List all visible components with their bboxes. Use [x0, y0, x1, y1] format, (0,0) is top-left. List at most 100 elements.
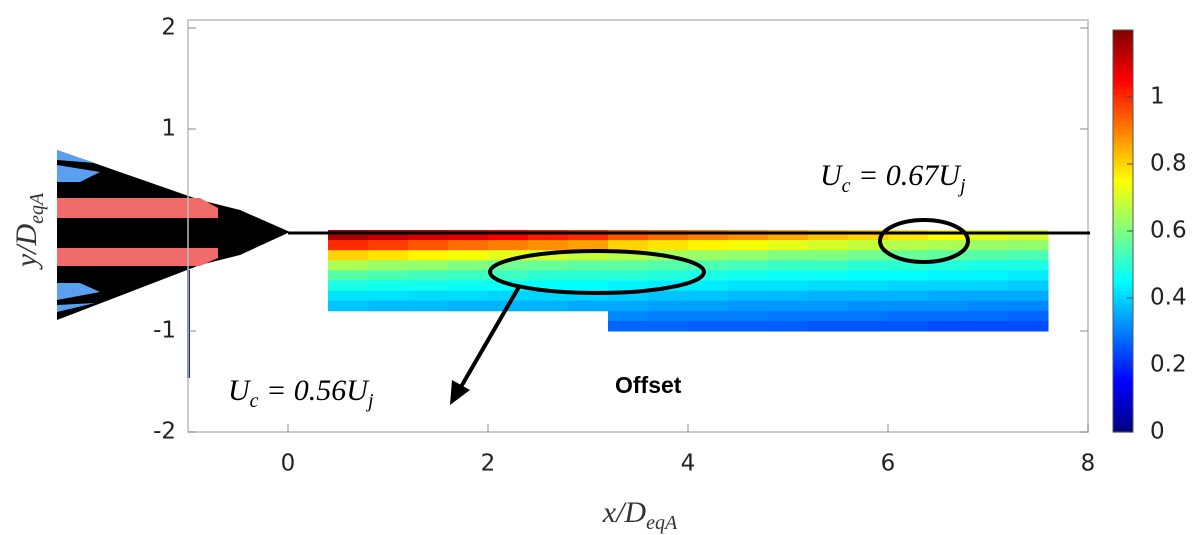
cell [1008, 310, 1049, 322]
colorbar-slice [1113, 315, 1133, 321]
colorbar-slice [1113, 90, 1133, 95]
cell [608, 270, 649, 281]
heatmap [328, 230, 1049, 332]
colorbar-slice [1113, 74, 1133, 79]
y-axis-label: y/DeqA [10, 192, 48, 270]
cell [408, 280, 449, 292]
cell [968, 300, 1009, 312]
cell [728, 320, 769, 332]
cell [408, 250, 449, 261]
colorbar-slice [1113, 239, 1133, 244]
colorbar-slice [1113, 214, 1133, 220]
cell [568, 260, 609, 271]
colorbar-slice [1113, 146, 1133, 152]
colorbar-slice [1113, 263, 1133, 268]
cell [648, 320, 689, 332]
cell [968, 320, 1009, 332]
colorbar-slice [1113, 343, 1133, 349]
colorbar-slice [1113, 202, 1133, 208]
cell [608, 240, 649, 251]
colorbar-slice [1113, 190, 1133, 196]
colorbar-slice [1113, 218, 1133, 224]
colorbar-slice [1113, 70, 1133, 75]
colorbar-slice [1113, 130, 1133, 136]
cell [328, 290, 369, 302]
colorbar-slice [1113, 170, 1133, 176]
colorbar-slice [1113, 295, 1133, 300]
colorbar-slice [1113, 367, 1133, 373]
cell [368, 270, 409, 281]
colorbar-tick-label: 0.4 [1150, 285, 1187, 311]
cell [448, 230, 489, 241]
colorbar-slice [1113, 178, 1133, 184]
cell [328, 250, 369, 261]
y-tick-label: -1 [153, 318, 176, 344]
cell [848, 320, 889, 332]
cell [328, 230, 369, 241]
cell [1008, 230, 1049, 241]
colorbar-slice [1113, 383, 1133, 389]
cell [688, 310, 729, 322]
colorbar-slice [1113, 118, 1133, 124]
colorbar-slice [1113, 114, 1133, 120]
cell [408, 240, 449, 251]
plot-frame [187, 19, 1089, 433]
cell [648, 270, 689, 281]
cell [1008, 300, 1049, 312]
colorbar-slice [1113, 126, 1133, 132]
cell [808, 300, 849, 312]
colorbar-slice [1113, 415, 1133, 421]
cell [928, 260, 969, 271]
cell [808, 310, 849, 322]
cell [488, 260, 529, 271]
cell [848, 260, 889, 271]
cell [768, 290, 809, 302]
arrow [456, 283, 522, 394]
colorbar-slice [1113, 319, 1133, 325]
colorbar-slice [1113, 279, 1133, 284]
cell [688, 280, 729, 292]
cell [1008, 240, 1049, 251]
colorbar-slice [1113, 194, 1133, 200]
cell [608, 320, 649, 332]
colorbar-slice [1113, 231, 1133, 236]
cell [608, 250, 649, 261]
colorbar-slice [1113, 150, 1133, 156]
cell [648, 260, 689, 271]
colorbar-slice [1113, 287, 1133, 292]
cell [648, 300, 689, 312]
cell [1008, 260, 1049, 271]
x-tick-label: 0 [281, 451, 296, 477]
cell [848, 300, 889, 312]
cell [728, 250, 769, 261]
annotation: Offset [615, 372, 682, 398]
cell [528, 270, 569, 281]
cell [848, 230, 889, 241]
colorbar-slice [1113, 267, 1133, 272]
cell [528, 300, 569, 312]
colorbar-slice [1113, 247, 1133, 252]
cell [728, 230, 769, 241]
colorbar-slice [1113, 42, 1133, 47]
cell [528, 230, 569, 241]
colorbar-slice [1113, 347, 1133, 353]
cell [568, 270, 609, 281]
colorbar-slice [1113, 158, 1133, 164]
cell [528, 250, 569, 261]
cell [968, 270, 1009, 281]
cell [808, 240, 849, 251]
cell [448, 290, 489, 302]
colorbar-slice [1113, 303, 1133, 308]
cell [368, 260, 409, 271]
cell [888, 280, 929, 292]
cell [688, 250, 729, 261]
cell [808, 270, 849, 281]
cell [928, 310, 969, 322]
cell [888, 230, 929, 241]
x-axis-label: x/DeqA [602, 496, 678, 534]
cell [688, 230, 729, 241]
y-tick-label: 1 [161, 116, 176, 142]
cell [848, 250, 889, 261]
colorbar-slice [1113, 235, 1133, 240]
